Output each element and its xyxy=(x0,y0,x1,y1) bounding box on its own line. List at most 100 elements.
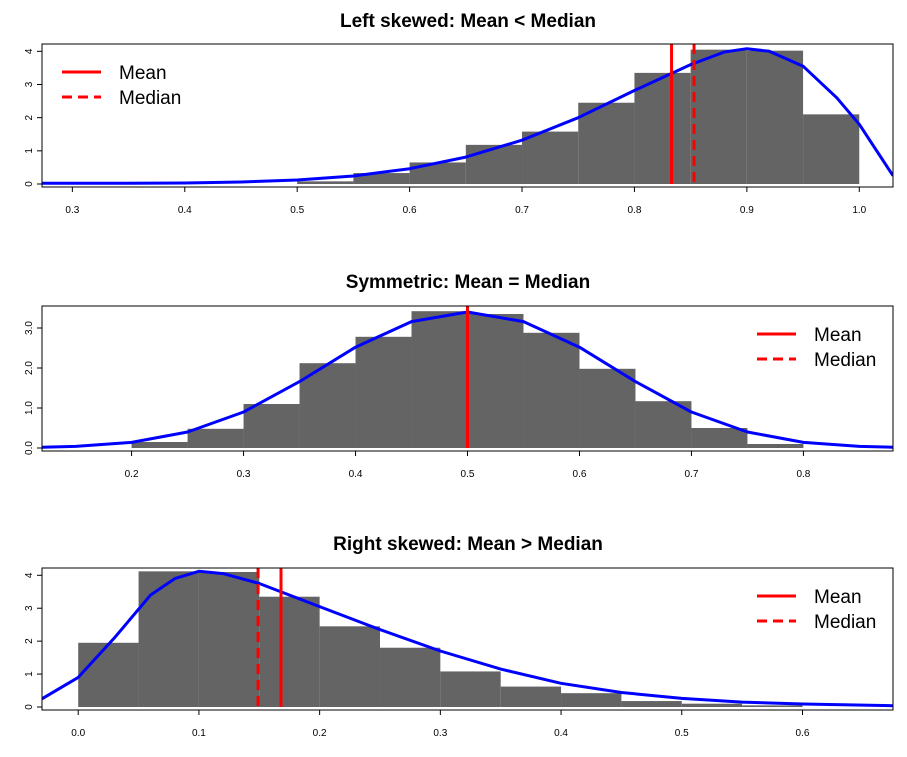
x-tick-label: 0.6 xyxy=(796,728,810,739)
legend-mean-label: Mean xyxy=(814,587,862,608)
legend: Mean Median xyxy=(62,63,181,109)
panel-right-skewed: Right skewed: Mean > Median 0.0 0.1 0.2 0.3… xyxy=(24,534,894,739)
x-tick-label: 0.6 xyxy=(403,205,417,216)
histogram-bar xyxy=(411,311,468,448)
density-line xyxy=(42,569,893,708)
y-tick-label: 2 xyxy=(24,638,35,644)
histogram-bar xyxy=(319,626,380,707)
y-tick-label: 3.0 xyxy=(24,321,35,335)
histogram-bar xyxy=(379,647,441,707)
density-curve xyxy=(42,569,893,708)
x-tick-label: 0.8 xyxy=(627,205,641,216)
x-tick-label: 1.0 xyxy=(852,205,866,216)
y-tick-label: 2 xyxy=(24,114,35,120)
y-tick-label: 2.0 xyxy=(24,361,35,375)
histogram-bar xyxy=(187,428,244,448)
reference-lines xyxy=(256,568,283,707)
histogram-bar xyxy=(747,444,804,448)
histogram-bar xyxy=(681,703,743,707)
histogram-bar xyxy=(259,596,320,707)
histogram-bar xyxy=(467,314,524,448)
x-tick-label: 0.5 xyxy=(290,205,304,216)
x-tick-label: 0.7 xyxy=(515,205,529,216)
panel-symmetric: Symmetric: Mean = Median 0.2 0.3 0.4 0.5 0.6… xyxy=(24,272,894,480)
histogram-bars xyxy=(78,571,803,707)
legend-median-label: Median xyxy=(119,88,181,109)
y-tick-label: 4 xyxy=(24,572,35,578)
x-axis: 0.3 0.4 0.5 0.6 0.7 0.8 0.9 1.0 xyxy=(65,187,867,216)
legend-median-label: Median xyxy=(814,350,876,371)
x-tick-label: 0.0 xyxy=(71,728,85,739)
histogram-bar xyxy=(803,114,860,184)
y-tick-label: 0 xyxy=(24,181,35,187)
x-tick-label: 0.4 xyxy=(349,469,363,480)
y-tick-label: 1 xyxy=(24,671,35,677)
legend-mean-label: Mean xyxy=(814,325,862,346)
histogram-bar xyxy=(742,705,803,707)
histogram-bar xyxy=(500,686,562,707)
histogram-bar xyxy=(579,368,636,448)
x-tick-label: 0.1 xyxy=(192,728,206,739)
x-tick-label: 0.5 xyxy=(461,469,475,480)
histogram-bar xyxy=(198,572,260,707)
y-tick-label: 1.0 xyxy=(24,401,35,415)
x-tick-label: 0.9 xyxy=(740,205,754,216)
plot-frame xyxy=(41,43,894,188)
histogram-bar xyxy=(409,162,466,184)
x-tick-label: 0.7 xyxy=(684,469,698,480)
panel-title: Left skewed: Mean < Median xyxy=(340,11,596,32)
x-tick-label: 0.6 xyxy=(573,469,587,480)
x-tick-label: 0.3 xyxy=(237,469,251,480)
x-axis: 0.0 0.1 0.2 0.3 0.4 0.5 0.6 xyxy=(71,710,810,739)
y-tick-label: 3 xyxy=(24,605,35,611)
x-tick-label: 0.4 xyxy=(554,728,568,739)
x-axis: 0.2 0.3 0.4 0.5 0.6 0.7 0.8 xyxy=(125,451,811,480)
histogram-bar xyxy=(635,401,692,448)
histogram-bars xyxy=(297,49,860,185)
histogram-bar xyxy=(561,693,622,707)
histogram-bar xyxy=(355,336,412,448)
y-tick-label: 1 xyxy=(24,148,35,154)
histogram-bar xyxy=(690,49,747,184)
y-tick-label: 4 xyxy=(24,48,35,54)
panel-title: Right skewed: Mean > Median xyxy=(333,534,603,555)
histogram-bar xyxy=(465,144,523,184)
density-line xyxy=(42,47,893,185)
histogram-bar xyxy=(634,72,691,184)
histogram-bar xyxy=(78,642,139,707)
x-tick-label: 0.3 xyxy=(433,728,447,739)
histogram-bar xyxy=(523,332,580,448)
x-tick-label: 0.2 xyxy=(125,469,139,480)
panel-left-skewed: Left skewed: Mean < Median 0.3 0.4 0.5 0.6 0… xyxy=(24,11,894,216)
legend: Mean Median xyxy=(757,325,876,371)
histogram-bar xyxy=(353,173,410,184)
x-tick-label: 0.8 xyxy=(796,469,810,480)
x-tick-label: 0.3 xyxy=(65,205,79,216)
panel-title: Symmetric: Mean = Median xyxy=(346,272,590,293)
histogram-bar xyxy=(131,442,188,448)
histogram-bar xyxy=(522,131,579,184)
histogram-bar xyxy=(440,671,501,707)
y-axis: 0.0 1.0 2.0 3.0 xyxy=(24,321,42,455)
histogram-bars xyxy=(131,311,804,448)
reference-lines xyxy=(670,44,696,184)
histogram-bar xyxy=(621,701,682,707)
histogram-bar xyxy=(578,102,635,184)
legend: Mean Median xyxy=(757,587,876,633)
legend-mean-label: Mean xyxy=(119,63,167,84)
y-axis: 0 1 2 3 4 xyxy=(24,48,42,187)
histogram-bar xyxy=(297,181,354,184)
histogram-bar xyxy=(243,404,300,448)
density-curve xyxy=(42,47,893,185)
histogram-bar xyxy=(691,428,748,448)
y-tick-label: 3 xyxy=(24,81,35,87)
y-tick-label: 0.0 xyxy=(24,441,35,455)
x-tick-label: 0.4 xyxy=(178,205,192,216)
x-tick-label: 0.2 xyxy=(313,728,327,739)
histogram-bar xyxy=(746,50,804,185)
x-tick-label: 0.5 xyxy=(675,728,689,739)
histogram-bar xyxy=(138,571,199,707)
y-tick-label: 0 xyxy=(24,704,35,710)
legend-median-label: Median xyxy=(814,612,876,633)
